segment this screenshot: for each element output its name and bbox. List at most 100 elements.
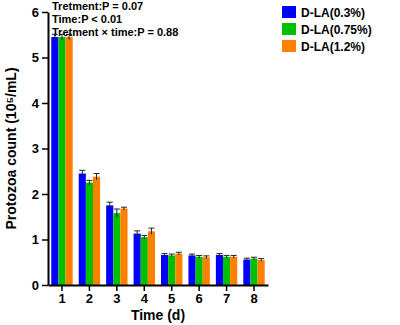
x-axis-title: Time (d) (131, 307, 185, 323)
x-tick: 3 (113, 285, 120, 306)
x-tick-label: 4 (141, 291, 149, 306)
legend-label: D-LA(1.2%) (301, 40, 365, 54)
bar (79, 174, 86, 285)
bar (161, 255, 168, 285)
bar (258, 260, 265, 285)
x-tick-label: 6 (196, 291, 203, 306)
error-cap (231, 255, 237, 256)
error-cap (176, 252, 182, 253)
y-tick-mark (42, 194, 48, 196)
y-tick-label: 6 (32, 5, 39, 20)
bar (196, 257, 203, 285)
error-cap (224, 255, 230, 256)
error-bar (82, 170, 83, 176)
error-cap (121, 207, 127, 208)
x-tick-label: 5 (168, 291, 175, 306)
x-tick-mark (253, 285, 255, 291)
legend-label: D-LA(0.75%) (301, 23, 372, 37)
legend-label: D-LA(0.3%) (301, 6, 365, 20)
y-tick-label: 2 (32, 187, 39, 202)
legend-item: D-LA(1.2%) (282, 40, 365, 54)
chart: 012345612345678Time (d)Protozoa count (1… (0, 0, 400, 325)
legend-swatch (282, 40, 296, 52)
x-axis-line (49, 285, 269, 287)
x-tick: 2 (86, 285, 93, 306)
bar (250, 259, 257, 285)
bar (243, 260, 250, 285)
bar (106, 205, 113, 285)
annotation: Tretment × time:P = 0.88 (52, 26, 178, 38)
y-tick-mark (42, 148, 48, 150)
bar (134, 234, 141, 285)
bar (216, 255, 223, 285)
error-bar (144, 235, 145, 239)
x-tick-mark (89, 285, 91, 291)
y-tick-label: 1 (32, 232, 39, 247)
plot: 012345612345678 (32, 5, 269, 307)
bar (203, 257, 210, 285)
error-cap (258, 258, 264, 259)
bar (168, 255, 175, 285)
bar (120, 209, 127, 285)
error-cap (189, 254, 195, 255)
y-tick-mark (42, 57, 48, 59)
bar (93, 177, 100, 285)
x-tick: 7 (223, 285, 230, 306)
error-cap (251, 257, 257, 258)
error-cap (203, 255, 209, 256)
y-tick: 1 (32, 232, 48, 247)
bar (58, 37, 65, 285)
error-bar (96, 174, 97, 180)
x-tick-label: 2 (86, 291, 93, 306)
y-tick: 2 (32, 187, 48, 202)
y-tick: 5 (32, 50, 48, 65)
error-cap (196, 255, 202, 256)
error-bar (116, 209, 117, 217)
bar (86, 183, 93, 285)
y-tick-label: 4 (32, 96, 40, 111)
legend-swatch (282, 23, 296, 35)
error-cap (107, 202, 113, 203)
error-bar (151, 228, 152, 234)
bars (51, 34, 264, 285)
x-tick: 6 (196, 285, 203, 306)
bar (148, 231, 155, 285)
error-cap (86, 180, 92, 181)
y-tick: 4 (32, 96, 48, 111)
bar (230, 257, 237, 285)
y-tick-label: 5 (32, 50, 39, 65)
bar (113, 213, 120, 285)
legend-item: D-LA(0.3%) (282, 6, 365, 20)
error-cap (148, 228, 154, 229)
y-tick-label: 3 (32, 141, 39, 156)
error-cap (114, 209, 120, 210)
y-axis: 0 1 2 3 4 5 6 (32, 5, 49, 293)
error-cap (169, 254, 175, 255)
x-tick-mark (116, 285, 118, 291)
y-tick-mark (42, 285, 48, 287)
bar (188, 255, 195, 285)
error-cap (141, 235, 147, 236)
x-tick: 1 (58, 285, 65, 306)
error-bar (109, 202, 110, 208)
bar (141, 237, 148, 285)
y-tick-mark (42, 239, 48, 241)
x-tick-mark (144, 285, 146, 291)
error-cap (162, 253, 168, 254)
error-cap (244, 258, 250, 259)
y-tick: 3 (32, 141, 48, 156)
x-tick-mark (198, 285, 200, 291)
bar (223, 257, 230, 285)
annotation: Time:P < 0.01 (52, 13, 122, 25)
x-tick-label: 8 (250, 291, 257, 306)
x-tick: 8 (250, 285, 257, 306)
y-tick: 0 (32, 278, 48, 293)
x-axis: 1 2 3 4 5 6 7 8 (49, 285, 269, 306)
legend-item: D-LA(0.75%) (282, 23, 372, 37)
error-bar (137, 231, 138, 236)
x-tick-label: 1 (58, 291, 65, 306)
error-cap (134, 230, 140, 231)
bar (175, 254, 182, 285)
error-cap (216, 253, 222, 254)
error-bar (89, 180, 90, 185)
